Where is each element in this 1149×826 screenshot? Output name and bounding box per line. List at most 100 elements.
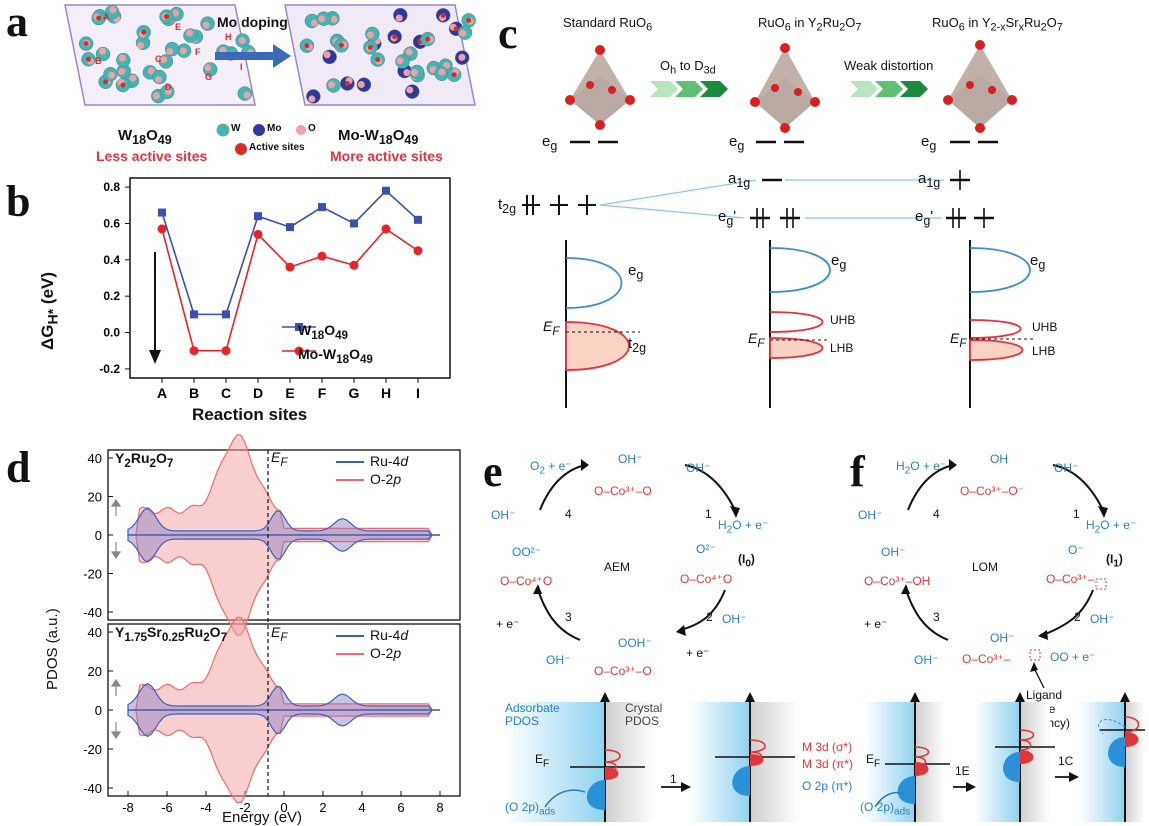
pdos-up xyxy=(127,507,440,536)
data-point xyxy=(350,219,358,228)
f-left-oh: OH⁻ xyxy=(881,545,906,559)
e-o2p-pi: O 2p (π*) xyxy=(802,779,853,793)
oxygen-atom xyxy=(406,86,414,94)
uhb-1: UHB xyxy=(830,313,856,327)
title-y2ru2o7: RuO6 in Y2Ru2O7 xyxy=(758,15,862,34)
data-point xyxy=(253,229,263,239)
e-step-4: 4 xyxy=(565,507,572,521)
e-oh-bottom-right: OH⁻ xyxy=(722,612,747,626)
y-tick-label: -0.2 xyxy=(99,362,120,376)
arrow2-label: Weak distortion xyxy=(844,58,934,73)
active-site xyxy=(120,82,126,88)
e-bottom: O–Co³⁺–O xyxy=(594,664,652,678)
panel-e-pdos xyxy=(505,692,800,822)
y-tick-label: -40 xyxy=(83,781,102,796)
oxygen-atom xyxy=(438,68,446,76)
active-site xyxy=(453,26,459,32)
chart-b-ylabel: ΔGH* (eV) xyxy=(38,271,62,350)
f-bottom-oh: OH⁻ xyxy=(990,631,1015,645)
oxygen-atom xyxy=(405,48,413,56)
panel-a-legend xyxy=(216,123,306,155)
d-legend-o-top: O-2p xyxy=(370,471,402,487)
data-point xyxy=(285,262,295,272)
pdos-up xyxy=(128,434,440,536)
data-point xyxy=(414,215,422,224)
x-tick-label: 6 xyxy=(397,800,404,815)
e-m3d-sigma: M 3d (σ*) xyxy=(802,740,853,754)
eg-label-1: eg xyxy=(542,133,558,153)
uhb-2: UHB xyxy=(1032,320,1058,334)
pdos-up xyxy=(128,616,440,711)
data-point xyxy=(317,251,327,261)
mo-w18o49-name: Mo-W18O49 xyxy=(338,127,419,147)
e-top: O–Co³⁺–O xyxy=(594,484,652,498)
site-letter: D xyxy=(165,82,172,92)
data-point xyxy=(221,346,231,356)
site-letter: G xyxy=(205,72,212,82)
e-adsorbate-pdos: Adsorbate PDOS xyxy=(505,701,560,728)
oxygen-atom xyxy=(238,37,246,45)
oxygen-atom xyxy=(219,46,227,54)
y-tick-label: -40 xyxy=(83,605,102,620)
legend-b-mo: Mo-W18O49 xyxy=(298,346,373,366)
x-tick-label: -6 xyxy=(161,800,173,815)
e-left-oo: OO²⁻ xyxy=(512,545,541,559)
active-site xyxy=(466,17,472,23)
data-point xyxy=(222,310,230,319)
e-top-oh: OH⁻ xyxy=(618,452,643,466)
data-point xyxy=(254,212,262,221)
octahedron-2 xyxy=(750,43,820,133)
d-legend-ru-bottom: Ru-4d xyxy=(370,627,409,643)
oxygen-atom xyxy=(330,15,338,23)
d-legend-ru-top: Ru-4d xyxy=(370,453,409,469)
y-tick-label: 0 xyxy=(95,703,102,718)
x-tick-label: G xyxy=(349,385,360,401)
panel-a-structures: A B C D E F G H I xyxy=(64,4,476,106)
oxygen-atom xyxy=(403,69,411,77)
x-tick-label: A xyxy=(157,385,167,401)
site-letter: E xyxy=(175,22,181,32)
active-site xyxy=(344,80,350,86)
oxygen-atom xyxy=(411,68,419,76)
f-oh-bottom-right: OH⁻ xyxy=(1090,612,1115,626)
d-ef-bottom: EF xyxy=(271,624,288,644)
series-line xyxy=(161,227,419,352)
panel-f-cycle xyxy=(901,459,1108,689)
site-letter: C xyxy=(155,54,162,64)
oxygen-atom xyxy=(357,80,365,88)
ef-c-2: EF xyxy=(748,330,765,350)
x-tick-label: B xyxy=(189,385,199,401)
oxygen-atom xyxy=(202,21,210,29)
e-crystal-pdos: Crystal PDOS xyxy=(625,701,663,728)
e-step-3: 3 xyxy=(565,610,572,624)
pdos-down xyxy=(128,709,440,804)
pdos-up xyxy=(127,682,440,711)
e-step-1: 1 xyxy=(705,507,712,521)
f-oh-right: OH⁻ xyxy=(1054,461,1079,475)
e-right-o: O²⁻ xyxy=(696,542,716,556)
x-tick-label: -2 xyxy=(239,800,251,815)
f-center: LOM xyxy=(972,560,999,574)
oxygen-atom xyxy=(308,95,316,103)
less-active-caption: Less active sites xyxy=(96,148,208,164)
oxygen-atom xyxy=(98,47,106,55)
panel-e-cycle xyxy=(533,459,740,641)
active-site xyxy=(375,57,381,63)
oxygen-atom xyxy=(458,53,466,61)
oxygen-atom xyxy=(129,74,137,82)
chevrons-1 xyxy=(650,81,728,97)
site-letter: I xyxy=(240,62,243,72)
e-i0: (I0) xyxy=(738,552,755,570)
data-point xyxy=(157,224,167,234)
oxygen-atom xyxy=(179,47,187,55)
y-tick-label: 20 xyxy=(88,664,102,679)
y-tick-label: 0.0 xyxy=(103,326,120,340)
panel-letter-c: c xyxy=(498,9,518,58)
data-point xyxy=(286,223,294,232)
x-tick-label: H xyxy=(381,385,391,401)
x-tick-label: -8 xyxy=(122,800,134,815)
e-right: O–Co⁴⁺O xyxy=(680,572,733,586)
oxygen-atom xyxy=(204,64,212,72)
data-point xyxy=(382,186,390,195)
ef-c-1: EF xyxy=(543,318,560,338)
